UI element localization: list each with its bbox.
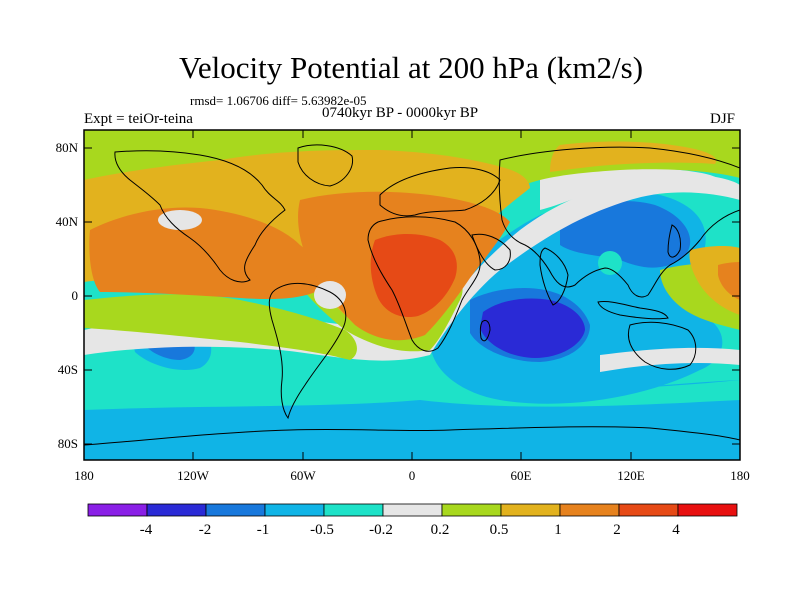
lat-label: 80N xyxy=(56,140,79,155)
colorbar-label: -1 xyxy=(257,522,270,538)
colorbar-swatch xyxy=(382,503,443,517)
colorbar xyxy=(87,503,738,517)
colorbar-labels: -4 -2 -1 -0.5 -0.2 0.2 0.5 1 2 4 xyxy=(140,522,681,538)
field-china-cyan xyxy=(598,251,622,275)
lat-label: 40N xyxy=(56,214,79,229)
arabia-outline xyxy=(471,233,511,271)
colorbar-swatch xyxy=(559,503,620,517)
colorbar-label: -0.5 xyxy=(310,522,334,538)
field-sa-blue-blob xyxy=(314,281,346,309)
lat-label: 40S xyxy=(58,362,78,377)
colorbar-label: 0.2 xyxy=(431,522,450,538)
colorbar-label: -4 xyxy=(140,522,153,538)
lon-label: 180 xyxy=(730,468,750,483)
north-america-outline xyxy=(114,150,286,283)
colorbar-swatch xyxy=(677,503,738,517)
field-grey-band xyxy=(84,174,740,361)
field-indian-deep-blue xyxy=(480,298,585,358)
lon-label: 60W xyxy=(290,468,316,483)
greenland-outline xyxy=(297,144,354,187)
lon-labels: 180 120W 60W 0 60E 120E 180 xyxy=(74,468,750,483)
contour-field xyxy=(84,130,740,460)
field-na-grey-blob xyxy=(158,210,202,230)
colorbar-swatch xyxy=(146,503,207,517)
colorbar-swatch xyxy=(618,503,679,517)
lon-label: 120E xyxy=(617,468,645,483)
colorbar-swatch xyxy=(323,503,384,517)
plot-title: Velocity Potential at 200 hPa (km2/s) xyxy=(178,50,644,85)
lat-labels: 80N 40N 0 40S 80S xyxy=(56,140,79,451)
madagascar-outline xyxy=(479,319,491,342)
lon-label: 180 xyxy=(74,468,94,483)
colorbar-label: 2 xyxy=(613,522,621,538)
lon-label: 120W xyxy=(177,468,210,483)
field-africa-red xyxy=(370,234,457,318)
field-westpac-orangered xyxy=(718,262,740,300)
colorbar-label: 1 xyxy=(554,522,562,538)
field-asia-blue xyxy=(560,201,691,268)
colorbar-swatch xyxy=(500,503,561,517)
africa-outline xyxy=(367,216,481,352)
japan-outline xyxy=(667,224,681,258)
season-label: DJF xyxy=(710,111,736,127)
coastlines xyxy=(84,144,740,446)
experiment-label: Expt = teiOr-teina xyxy=(84,111,193,127)
colorbar-label: 0.5 xyxy=(490,522,509,538)
colorbar-label: -2 xyxy=(199,522,212,538)
colorbar-label: 4 xyxy=(672,522,680,538)
colorbar-swatch xyxy=(264,503,325,517)
australia-outline xyxy=(627,321,697,370)
south-america-outline xyxy=(268,283,347,420)
field-pacific-green xyxy=(84,294,357,360)
stats-text: rmsd= 1.06706 diff= 5.63982e-05 xyxy=(190,93,367,108)
field-grey-arabian xyxy=(540,166,720,210)
lat-label: 0 xyxy=(72,288,79,303)
period-label: 0740kyr BP - 0000kyr BP xyxy=(322,105,479,121)
antarctica-outline xyxy=(84,426,740,446)
colorbar-swatch xyxy=(441,503,502,517)
colorbar-label: -0.2 xyxy=(369,522,393,538)
tick-marks xyxy=(84,130,740,460)
asia-outline xyxy=(498,146,740,298)
europe-outline xyxy=(379,167,501,217)
indonesia-outline xyxy=(597,301,669,320)
india-outline xyxy=(539,247,569,306)
field-arctic-orange xyxy=(550,141,717,172)
lat-label: 80S xyxy=(58,436,78,451)
lon-label: 60E xyxy=(511,468,532,483)
lon-label: 0 xyxy=(409,468,416,483)
colorbar-swatch xyxy=(205,503,266,517)
field-grey-southpac xyxy=(600,347,740,372)
colorbar-swatch xyxy=(87,503,148,517)
